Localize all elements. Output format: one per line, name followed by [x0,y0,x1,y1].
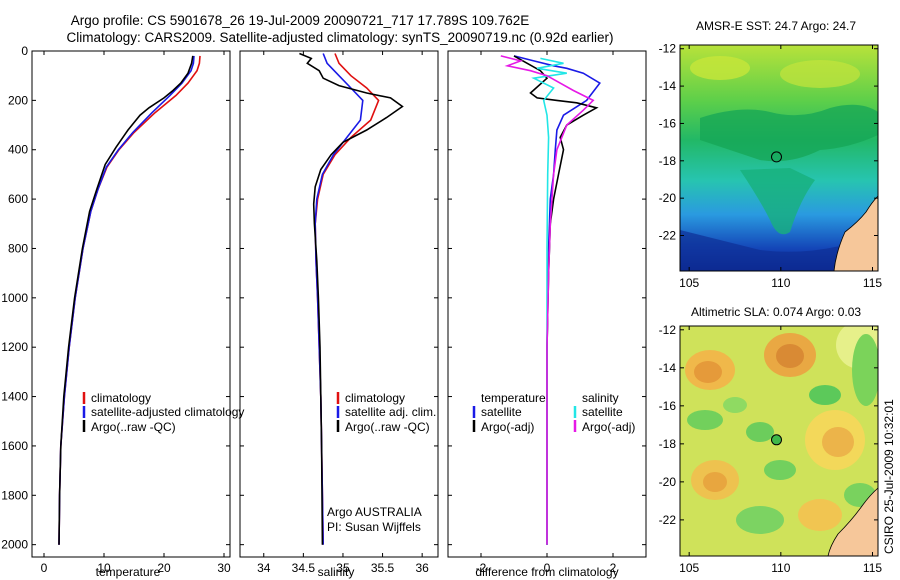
annotation-pi: PI: Susan Wijffels [327,520,421,534]
sla-map-title: Altimetric SLA: 0.074 Argo: 0.03 [691,305,861,319]
map-y-tick-label: -22 [659,513,677,527]
legend-label-climatology: climatology [345,391,405,405]
map-y-tick-label: -20 [659,475,677,489]
map-y-tick-label: -14 [659,361,677,375]
series-line-salinity-satellite [531,57,567,545]
y-tick-label: 600 [8,192,28,206]
y-tick-label: 0 [21,44,28,58]
x-tick-label: -2 [476,561,487,575]
series-line-temperature-argo-adj [513,55,599,545]
sst-argo-marker [771,151,782,163]
y-tick-label: 2000 [1,538,28,552]
y-tick-label: 1600 [1,439,28,453]
salinity-legend: climatology satellite adj. clim. Argo(..… [336,391,436,434]
series-line-salinity-argo-adj [500,55,595,545]
y-tick-label: 1200 [1,340,28,354]
map-y-tick-label: -18 [659,154,677,168]
temperature-panel: 0 200 400 600 800 1000 1200 1400 1600 1800 2000 0 1… [1,44,244,579]
csiro-timestamp: CSIRO 25-Jul-2009 10:32:01 [882,399,896,554]
legend-label-sal-argo: Argo(-adj) [582,420,635,434]
map-x-tick-label: 105 [679,276,699,290]
salinity-xlabel: salinity [318,565,355,579]
y-tick-label: 1800 [1,488,28,502]
y-tick-label: 1400 [1,390,28,404]
map-x-tick-label: 110 [771,276,790,290]
legend-label-argo: Argo(..raw -QC) [91,420,176,434]
salinity-panel: 34 34.5 35 35.5 36 salinity climatology sate… [239,50,439,579]
legend-header-salinity: salinity [582,391,619,405]
sst-field [680,45,878,271]
difference-legend: temperature satellite Argo(-adj) salinit… [472,391,635,434]
map-y-tick-label: -16 [659,399,677,413]
x-tick-label: 0 [41,561,48,575]
series-line-argo-raw-qc [299,52,404,545]
sla-argo-marker [771,434,782,446]
sla-map-panel: Altimetric SLA: 0.074 Argo: 0.03 -12 -14 -… [659,305,883,575]
map-x-tick-label: 115 [863,561,882,575]
x-tick-label: 35.5 [371,561,395,575]
legend-label-argo: Argo(..raw -QC) [345,420,430,434]
x-tick-label: 0 [544,561,551,575]
sla-field [680,326,878,556]
temperature-xlabel: temperature [96,565,161,579]
salinity-axes-frame [239,50,439,558]
sst-map-frame [679,44,879,272]
difference-panel: -2 0 2 difference from climatology tempera… [447,50,647,579]
series-line-argo-raw-qc [58,55,194,545]
series-line-satellite-adjusted-climatology [58,55,195,545]
map-y-tick-label: -22 [659,229,677,243]
legend-label-temp-satellite: satellite [481,405,522,419]
map-y-tick-label: -12 [659,42,677,56]
map-y-tick-label: -18 [659,437,677,451]
y-tick-label: 200 [8,93,28,107]
x-tick-label: 36 [415,561,429,575]
map-y-tick-label: -20 [659,191,677,205]
title-line-1: Argo profile: CS 5901678_26 19-Jul-2009 … [71,13,530,28]
sst-map-panel: AMSR-E SST: 24.7 Argo: 24.7 -12 -14 -16 -18… [659,19,883,290]
y-tick-label: 1000 [1,291,28,305]
x-tick-label: 30 [217,561,231,575]
x-tick-label: 34 [257,561,271,575]
sst-map-title: AMSR-E SST: 24.7 Argo: 24.7 [696,19,856,33]
series-line-temperature-satellite [513,55,601,545]
y-tick-label: 400 [8,143,28,157]
legend-label-satellite: satellite-adjusted climatology [91,405,244,419]
temperature-legend: climatology satellite-adjusted climatolo… [82,391,244,434]
legend-header-temperature: temperature [481,391,546,405]
x-tick-label: 34.5 [292,561,316,575]
map-x-tick-label: 105 [679,561,699,575]
x-tick-label: 10 [97,561,111,575]
difference-xlabel: difference from climatology [475,565,618,579]
legend-label-sal-satellite: satellite [582,405,623,419]
map-x-tick-label: 115 [863,276,882,290]
title-line-2: Climatology: CARS2009. Satellite-adjuste… [66,30,613,45]
x-tick-label: 2 [610,561,617,575]
map-y-tick-label: -12 [659,323,677,337]
map-y-tick-label: -14 [659,79,677,93]
annotation-argo-australia: Argo AUSTRALIA [327,505,422,519]
temperature-axes-frame [31,50,231,558]
series-line-climatology [314,53,380,545]
map-x-tick-label: 110 [771,561,790,575]
legend-label-satellite: satellite adj. clim. [345,405,436,419]
x-tick-label: 20 [157,561,171,575]
legend-label-climatology: climatology [91,391,151,405]
y-tick-label: 800 [8,241,28,255]
legend-label-temp-argo: Argo(-adj) [481,420,534,434]
x-tick-label: 35 [336,561,350,575]
sla-map-frame [679,325,879,557]
map-y-tick-label: -16 [659,116,677,130]
